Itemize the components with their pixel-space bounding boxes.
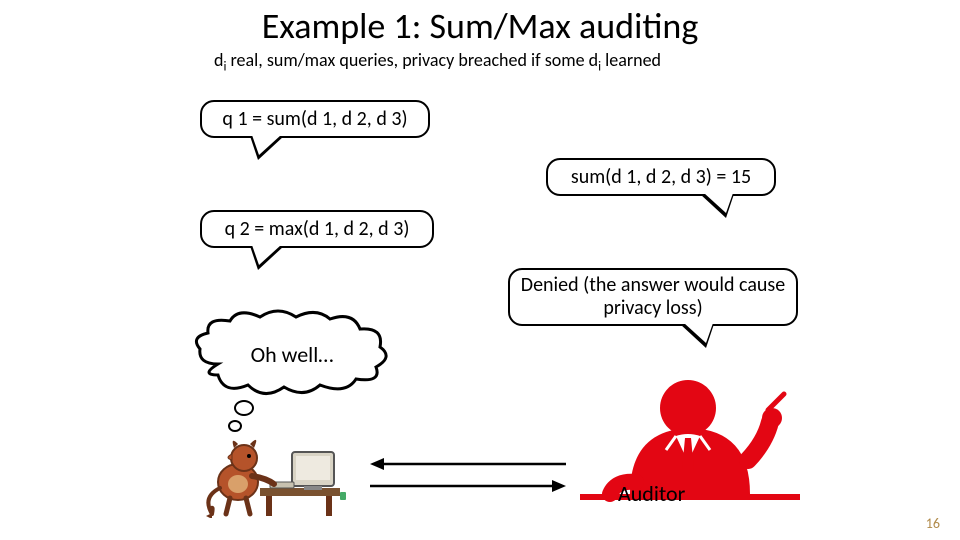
query-1-tail <box>250 136 284 160</box>
answer-2-bubble: Denied (the answer would cause privacy l… <box>508 268 798 326</box>
query-2-tail <box>250 246 284 270</box>
answer-2-tail <box>680 324 714 348</box>
page-number: 16 <box>926 515 940 532</box>
thought-cloud: Oh well… <box>202 324 382 384</box>
slide-title: Example 1: Sum/Max auditing <box>0 4 960 48</box>
auditor-label: Auditor <box>618 480 685 507</box>
answer-1-bubble: sum(d 1, d 2, d 3) = 15 <box>546 158 776 196</box>
answer-1-tail <box>700 194 734 218</box>
thought-text: Oh well… <box>251 341 334 368</box>
slide-subtitle: di real, sum/max queries, privacy breach… <box>214 50 724 76</box>
exchange-arrows <box>368 452 568 502</box>
imp-icon <box>200 418 350 518</box>
thought-bubble-small-1 <box>234 400 254 416</box>
auditor-figure <box>580 370 800 510</box>
arrows-icon <box>368 452 568 502</box>
attacker-figure <box>200 418 350 518</box>
query-1-bubble: q 1 = sum(d 1, d 2, d 3) <box>200 100 430 138</box>
auditor-icon <box>580 370 800 510</box>
query-2-bubble: q 2 = max(d 1, d 2, d 3) <box>200 210 434 248</box>
